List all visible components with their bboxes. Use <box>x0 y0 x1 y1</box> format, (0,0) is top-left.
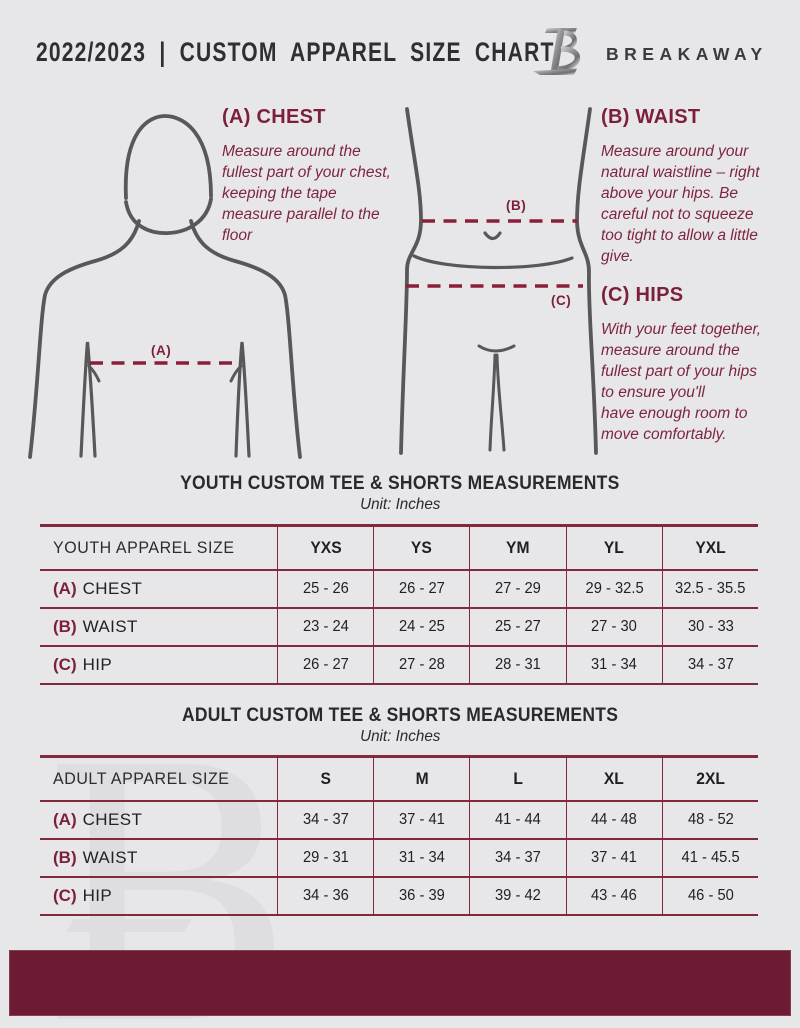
cell-value: 34 - 37 <box>687 656 734 673</box>
youth-col-yxl: YXL <box>661 527 758 569</box>
row-name: WAIST <box>82 848 138 867</box>
cell-value: 23 - 24 <box>302 618 349 635</box>
cell-value: 41 - 45.5 <box>681 849 740 866</box>
cell-value: 41 - 44 <box>495 811 541 828</box>
youth-col-ym: YM <box>469 527 565 569</box>
youth-col-ys: YS <box>373 527 469 569</box>
cell-value: 29 - 32.5 <box>585 580 644 597</box>
adult-col-l: L <box>469 758 565 800</box>
watermark-swoosh <box>65 919 193 932</box>
waist-instruction: (B) WAIST Measure around your natural wa… <box>601 106 765 267</box>
page-title: 2022/2023 | CUSTOM APPAREL SIZE CHART <box>36 37 555 67</box>
row-name: HIP <box>82 886 113 905</box>
youth-header-row: YOUTH APPAREL SIZE YXS YS YM YL YXL <box>40 527 758 571</box>
youth-waist-row: (B) WAIST 23 - 24 24 - 25 25 - 27 27 - 30… <box>40 609 758 647</box>
cell-value: 28 - 31 <box>495 656 541 673</box>
row-prefix: (A) <box>53 579 77 598</box>
cell-value: 31 - 34 <box>591 656 638 673</box>
adult-col-xl: XL <box>565 758 662 800</box>
cell-value: 27 - 28 <box>398 656 445 673</box>
waist-instruction-body: Measure around your natural waistline – … <box>601 143 760 265</box>
lower-body-figure <box>399 107 598 455</box>
youth-row-header-cell: YOUTH APPAREL SIZE <box>53 538 235 557</box>
chest-instruction: (A) CHEST Measure around the fullest par… <box>222 106 392 246</box>
row-prefix: (C) <box>53 886 77 905</box>
cell-value: 37 - 41 <box>398 811 445 828</box>
breakaway-b-logo-icon <box>533 28 581 75</box>
row-prefix: (B) <box>53 617 77 636</box>
adult-hip-row: (C) HIP 34 - 36 36 - 39 39 - 42 43 - 46 4… <box>40 878 758 916</box>
cell-value: 48 - 52 <box>687 811 734 828</box>
waist-line-label: (B) <box>506 198 527 213</box>
chest-line-label: (A) <box>151 343 172 358</box>
youth-col-yl: YL <box>565 527 662 569</box>
adult-section-unit: Unit: Inches <box>359 728 441 745</box>
cell-value: 34 - 36 <box>302 887 349 904</box>
adult-col-2xl: 2XL <box>661 758 758 800</box>
cell-value: 24 - 25 <box>398 618 445 635</box>
cell-value: 37 - 41 <box>591 849 638 866</box>
adult-size-table: ADULT APPAREL SIZE S M L XL 2XL (A) CHEST… <box>40 755 758 916</box>
brand-name: BREAKAWAY <box>606 44 768 64</box>
adult-section-title: ADULT CUSTOM TEE & SHORTS MEASUREMENTS <box>181 705 619 726</box>
cell-value: 26 - 27 <box>302 656 349 673</box>
cell-value: 32.5 - 35.5 <box>675 580 746 597</box>
adult-col-m: M <box>373 758 469 800</box>
youth-size-table: YOUTH APPAREL SIZE YXS YS YM YL YXL (A) C… <box>40 524 758 685</box>
cell-value: 25 - 27 <box>495 618 541 635</box>
hips-line-label: (C) <box>551 293 572 308</box>
cell-value: 29 - 31 <box>302 849 349 866</box>
hips-instruction-body: With your feet together, measure around … <box>601 321 762 443</box>
cell-value: 30 - 33 <box>687 618 734 635</box>
row-name: CHEST <box>82 810 143 829</box>
waist-instruction-heading: (B) WAIST <box>601 106 701 128</box>
adult-waist-row: (B) WAIST 29 - 31 31 - 34 34 - 37 37 - 41… <box>40 840 758 878</box>
cell-value: 44 - 48 <box>591 811 638 828</box>
cell-value: 27 - 30 <box>591 618 638 635</box>
chest-instruction-body: Measure around the fullest part of your … <box>222 143 391 244</box>
cell-value: 46 - 50 <box>687 887 734 904</box>
upper-body-figure <box>28 114 302 459</box>
adult-chest-row: (A) CHEST 34 - 37 37 - 41 41 - 44 44 - 48… <box>40 802 758 840</box>
adult-header-row: ADULT APPAREL SIZE S M L XL 2XL <box>40 758 758 802</box>
cell-value: 26 - 27 <box>398 580 445 597</box>
adult-col-s: S <box>277 758 373 800</box>
cell-value: 39 - 42 <box>495 887 541 904</box>
cell-value: 31 - 34 <box>398 849 445 866</box>
adult-row-header-cell: ADULT APPAREL SIZE <box>53 769 230 788</box>
cell-value: 34 - 37 <box>495 849 541 866</box>
row-name: WAIST <box>82 617 138 636</box>
cell-value: 43 - 46 <box>591 887 638 904</box>
youth-col-yxs: YXS <box>277 527 373 569</box>
chest-instruction-heading: (A) CHEST <box>222 106 326 128</box>
row-name: CHEST <box>82 579 143 598</box>
footer-bar <box>9 950 791 1016</box>
youth-section-unit: Unit: Inches <box>359 496 441 513</box>
row-prefix: (B) <box>53 848 77 867</box>
youth-hip-row: (C) HIP 26 - 27 27 - 28 28 - 31 31 - 34 3… <box>40 647 758 685</box>
row-prefix: (C) <box>53 655 77 674</box>
hips-instruction: (C) HIPS With your feet together, measur… <box>601 284 773 445</box>
cell-value: 36 - 39 <box>398 887 445 904</box>
cell-value: 34 - 37 <box>302 811 349 828</box>
hips-instruction-heading: (C) HIPS <box>601 284 684 306</box>
youth-section-title: YOUTH CUSTOM TEE & SHORTS MEASUREMENTS <box>180 473 620 494</box>
cell-value: 27 - 29 <box>495 580 541 597</box>
youth-chest-row: (A) CHEST 25 - 26 26 - 27 27 - 29 29 - 32… <box>40 571 758 609</box>
cell-value: 25 - 26 <box>302 580 349 597</box>
row-name: HIP <box>82 655 113 674</box>
row-prefix: (A) <box>53 810 77 829</box>
